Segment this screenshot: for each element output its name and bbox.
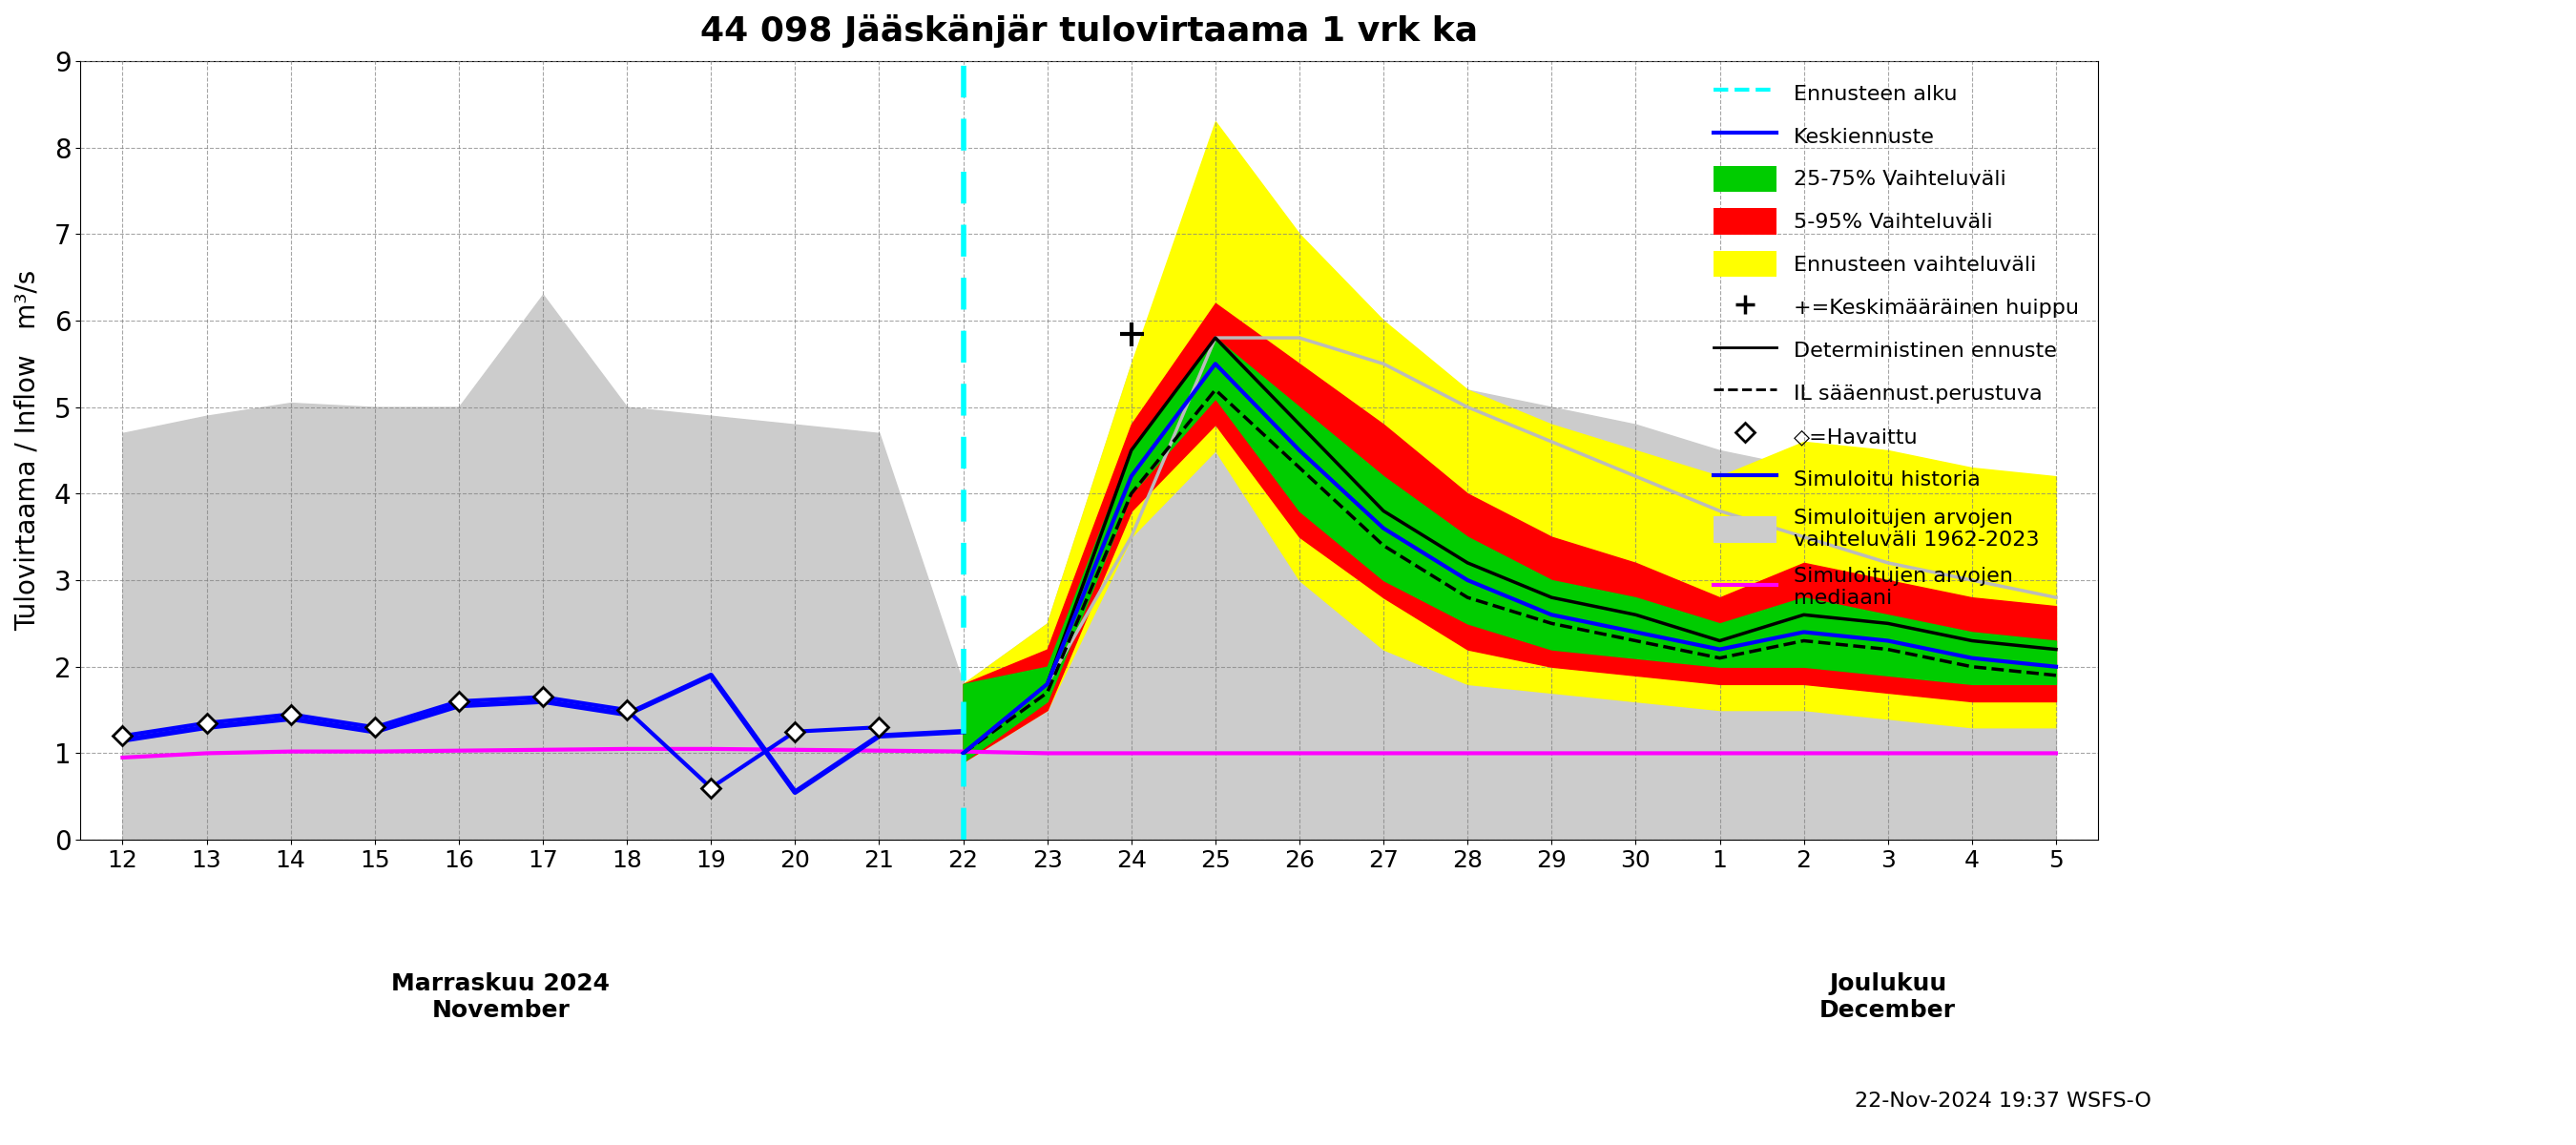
Title: 44 098 Jääskänjär tulovirtaama 1 vrk ka: 44 098 Jääskänjär tulovirtaama 1 vrk ka	[701, 14, 1479, 48]
Text: Marraskuu 2024
November: Marraskuu 2024 November	[392, 972, 611, 1021]
Text: Joulukuu
December: Joulukuu December	[1819, 972, 1955, 1021]
Legend: Ennusteen alku, Keskiennuste, 25-75% Vaihteluväli, 5-95% Vaihteluväli, Ennusteen: Ennusteen alku, Keskiennuste, 25-75% Vai…	[1705, 71, 2087, 616]
Y-axis label: Tulovirtaama / Inflow   m³/s: Tulovirtaama / Inflow m³/s	[15, 270, 41, 631]
Text: 22-Nov-2024 19:37 WSFS-O: 22-Nov-2024 19:37 WSFS-O	[1855, 1091, 2151, 1111]
